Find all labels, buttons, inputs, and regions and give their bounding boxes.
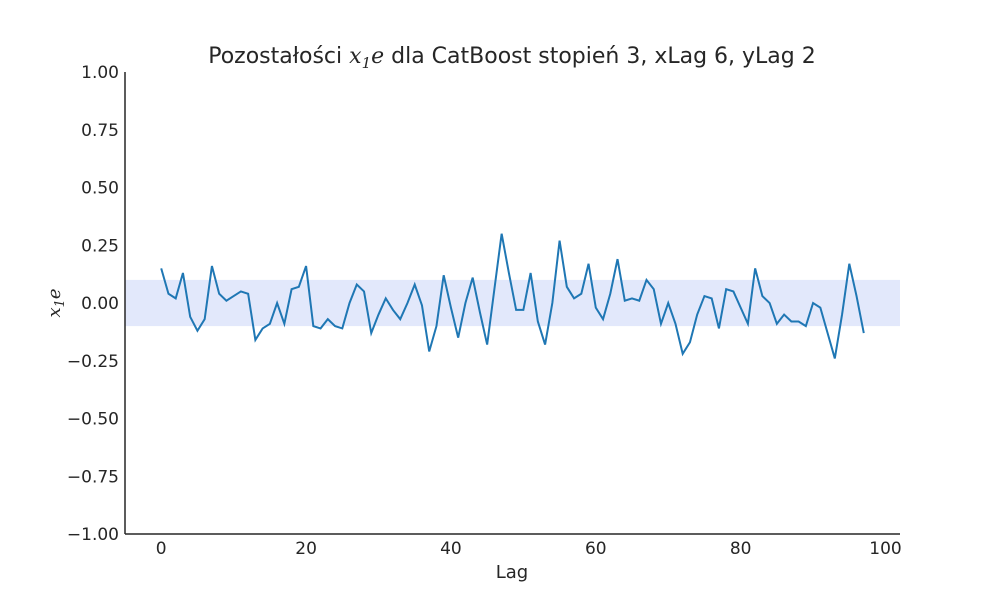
y-axis-label: x1e	[44, 288, 68, 317]
y-tick-label: −1.00	[67, 525, 119, 545]
y-tick-label: 0.25	[81, 236, 119, 256]
title-math-suffix: e	[371, 44, 384, 69]
y-tick-label: −0.75	[67, 467, 119, 487]
y-ticks: 1.00 0.75 0.50 0.25 0.00 −0.25 −0.50 −0.75 −1.00	[67, 63, 119, 545]
ylabel-sub: 1	[53, 299, 68, 307]
ylabel-base: x	[44, 307, 65, 317]
x-ticks: 0 20 40 60 80 100	[156, 539, 902, 559]
chart-title: Pozostałości x1e dla CatBoost stopień 3,…	[208, 44, 816, 72]
x-tick-label: 20	[295, 539, 317, 559]
series-line	[160, 233, 865, 359]
title-prefix: Pozostałości	[208, 44, 349, 69]
x-tick-label: 80	[730, 539, 752, 559]
x-tick-label: 40	[440, 539, 462, 559]
y-tick-label: 0.00	[81, 294, 119, 314]
y-tick-label: −0.50	[67, 410, 119, 430]
y-tick-label: 0.75	[81, 121, 119, 141]
x-tick-label: 100	[869, 539, 901, 559]
x-axis-label: Lag	[496, 562, 528, 583]
x-tick-label: 60	[585, 539, 607, 559]
ylabel-suffix: e	[44, 288, 65, 299]
x-tick-label: 0	[156, 539, 167, 559]
title-math-sub: 1	[362, 54, 372, 72]
y-tick-label: 1.00	[81, 63, 119, 83]
title-suffix: dla CatBoost stopień 3, xLag 6, yLag 2	[384, 44, 816, 69]
title-math-base: x	[349, 44, 362, 69]
y-tick-label: −0.25	[67, 352, 119, 372]
y-tick-label: 0.50	[81, 179, 119, 199]
